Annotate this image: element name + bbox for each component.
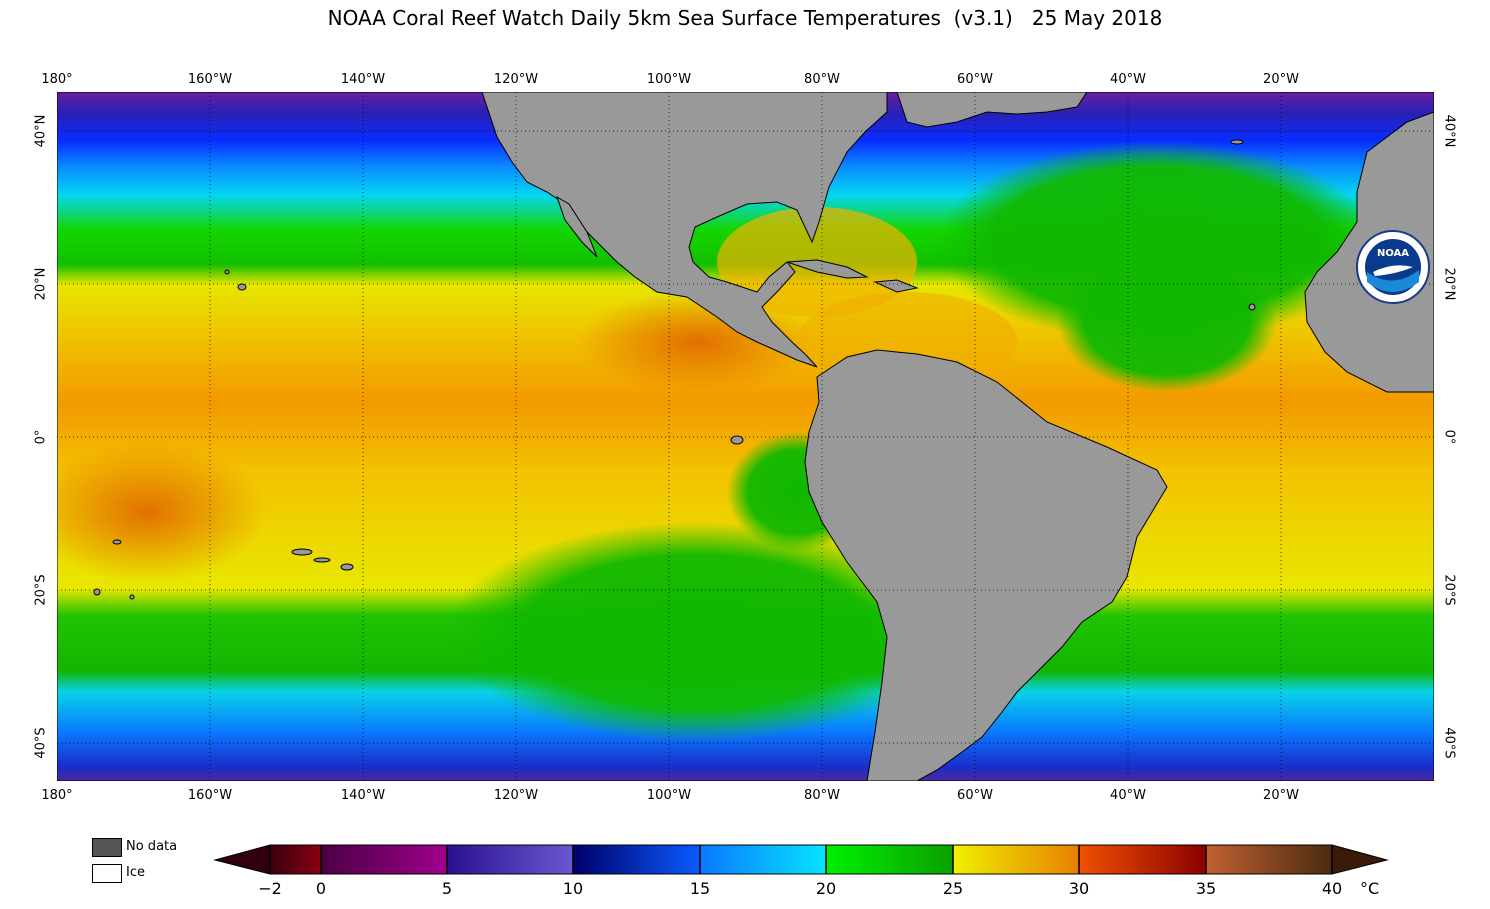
- colorbar-tick: 35: [1195, 879, 1217, 898]
- colorbar-tick: 40: [1321, 879, 1343, 898]
- lat-label: 40°N: [33, 114, 49, 148]
- lat-label: 40°S: [33, 727, 49, 759]
- lon-label: 80°W: [804, 72, 840, 87]
- lat-label: 20°N: [33, 267, 49, 301]
- colorbar: [213, 844, 1389, 875]
- lon-label: 60°W: [957, 788, 993, 803]
- lon-label: 160°W: [187, 72, 233, 87]
- lon-label: 160°W: [187, 788, 233, 803]
- sst-map: NOAA: [57, 92, 1434, 781]
- colorbar-tick: 30: [1068, 879, 1090, 898]
- lon-label: 180°: [41, 72, 73, 87]
- lon-label: 180°: [41, 788, 73, 803]
- noaa-logo: NOAA: [1356, 230, 1430, 304]
- islands: [93, 139, 1256, 600]
- lon-label: 20°W: [1263, 788, 1299, 803]
- lat-label: 20°S: [1441, 574, 1457, 606]
- graticule: [57, 92, 1434, 781]
- noaa-logo-text: NOAA: [1377, 248, 1409, 259]
- lon-label: 80°W: [804, 788, 840, 803]
- lon-label: 60°W: [957, 72, 993, 87]
- colorbar-tick: 10: [562, 879, 584, 898]
- nodata-label: No data: [126, 839, 178, 854]
- lat-label: 20°N: [1441, 267, 1457, 301]
- colorbar-tick: 25: [942, 879, 964, 898]
- colorbar-tick: 20: [815, 879, 837, 898]
- colorbar-tick: 5: [441, 879, 453, 898]
- colorbar-tick: 0: [315, 879, 327, 898]
- lat-label: 40°S: [1441, 727, 1457, 759]
- lon-label: 40°W: [1110, 72, 1146, 87]
- land: [481, 92, 1434, 781]
- lon-label: 40°W: [1110, 788, 1146, 803]
- lat-label: 0°: [1441, 429, 1457, 445]
- lon-label: 120°W: [493, 788, 539, 803]
- nodata-swatch: [92, 838, 122, 857]
- map-title: NOAA Coral Reef Watch Daily 5km Sea Surf…: [327, 6, 1163, 30]
- ice-swatch: [92, 864, 122, 883]
- lon-label: 100°W: [646, 788, 692, 803]
- colorbar-tick: −2: [258, 879, 282, 898]
- lon-label: 100°W: [646, 72, 692, 87]
- lon-label: 20°W: [1263, 72, 1299, 87]
- lat-label: 20°S: [33, 574, 49, 606]
- lon-label: 140°W: [340, 788, 386, 803]
- lon-label: 140°W: [340, 72, 386, 87]
- lon-label: 120°W: [493, 72, 539, 87]
- lat-label: 40°N: [1441, 114, 1457, 148]
- ice-label: Ice: [126, 865, 145, 880]
- lat-label: 0°: [33, 429, 49, 445]
- colorbar-unit: °C: [1360, 879, 1380, 898]
- colorbar-tick: 15: [689, 879, 711, 898]
- cool-region: [937, 142, 1377, 342]
- warm-pool: [57, 442, 267, 582]
- cool-region: [1057, 252, 1277, 392]
